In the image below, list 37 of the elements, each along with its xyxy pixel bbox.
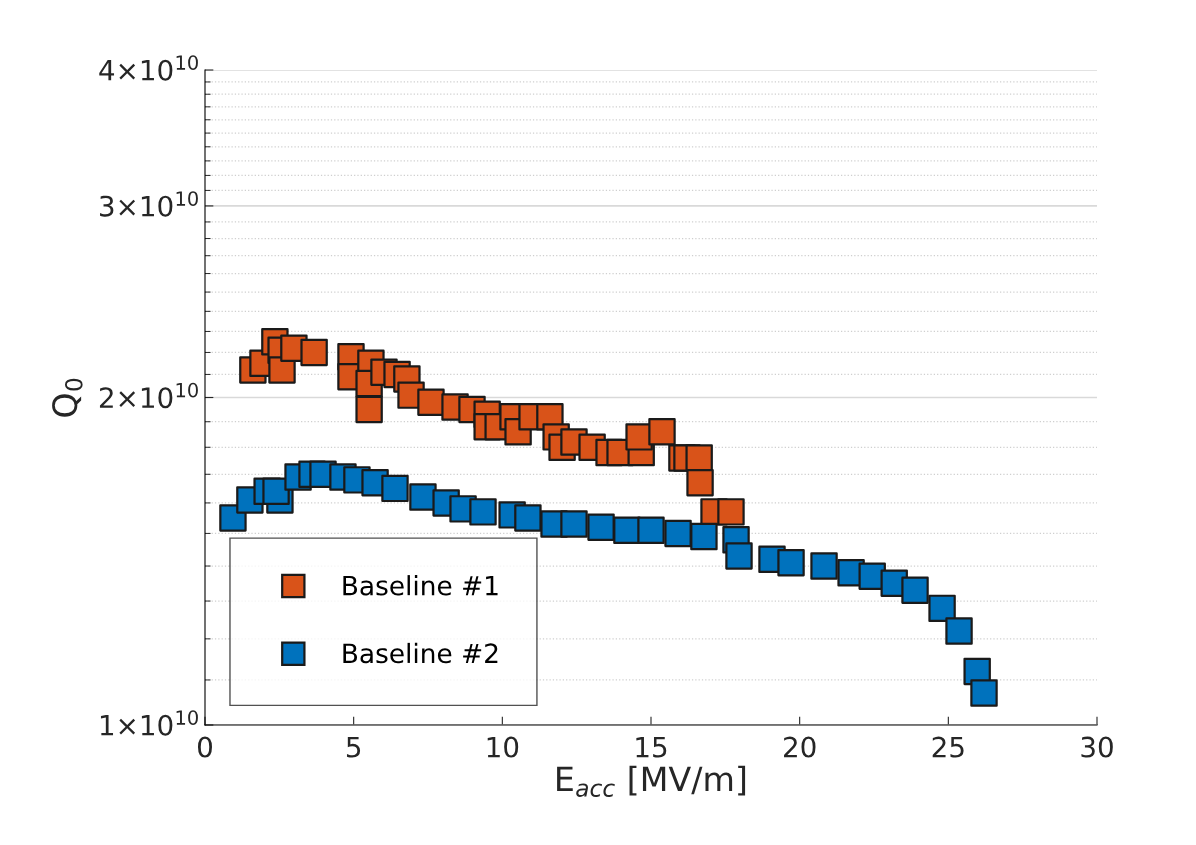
x-tick-label: 10 xyxy=(487,736,519,758)
point xyxy=(637,516,665,545)
y-tick-label: 1×10$^{10}$ xyxy=(100,710,198,736)
point xyxy=(777,548,805,577)
point xyxy=(560,510,588,538)
point xyxy=(262,477,290,505)
legend-label: Baseline #2 xyxy=(343,642,498,664)
point xyxy=(685,444,713,472)
point xyxy=(300,338,328,367)
point xyxy=(725,542,753,570)
y-tick-label: 2×10$^{10}$ xyxy=(99,382,198,409)
x-tick-label: 30 xyxy=(1081,736,1113,758)
point xyxy=(901,576,929,604)
point xyxy=(648,418,676,446)
x-tick-label: 25 xyxy=(932,736,964,758)
point xyxy=(664,519,692,548)
point xyxy=(810,552,838,580)
point xyxy=(928,594,956,623)
point xyxy=(686,468,714,497)
y-axis-title: Q$_{0}$ xyxy=(52,378,83,417)
point xyxy=(355,395,383,424)
point xyxy=(514,504,542,532)
x-axis-title: E$_{acc}$ [MV/m] xyxy=(557,765,746,797)
point xyxy=(587,513,615,541)
point xyxy=(381,474,409,503)
point xyxy=(717,498,745,526)
point xyxy=(690,522,718,551)
point xyxy=(469,498,497,526)
point xyxy=(970,679,998,707)
x-tick-label: 0 xyxy=(197,736,212,758)
x-tick-label: 5 xyxy=(346,736,361,758)
x-tick-label: 15 xyxy=(636,736,667,758)
y-tick-label: 4×10$^{10}$ xyxy=(99,55,198,81)
y-tick-label: 3×10$^{10}$ xyxy=(100,191,198,217)
point xyxy=(945,617,973,645)
legend-label: Baseline #1 xyxy=(343,575,498,596)
x-tick-label: 20 xyxy=(784,736,816,758)
